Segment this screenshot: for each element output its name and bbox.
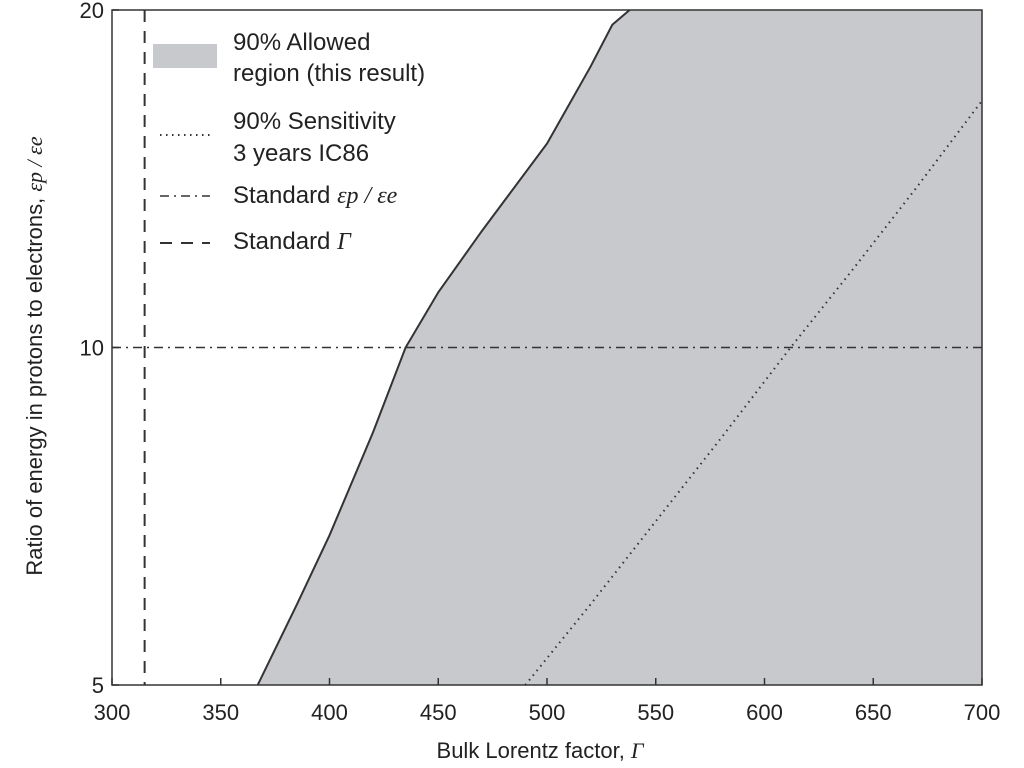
allowed-region-boundary bbox=[256, 9, 631, 686]
x-axis: 300 350 400 450 500 550 600 650 700 bbox=[94, 678, 1001, 725]
y-axis-title: Ratio of energy in protons to electrons,… bbox=[22, 136, 47, 575]
y-tick-label: 20 bbox=[80, 0, 104, 23]
x-tick-label: 400 bbox=[311, 700, 348, 725]
legend-label-standard-ratio: Standard εp / εe bbox=[233, 182, 398, 209]
x-tick-label: 300 bbox=[94, 700, 131, 725]
x-tick-label: 600 bbox=[746, 700, 783, 725]
x-tick-label: 450 bbox=[420, 700, 457, 725]
y-axis: 5 10 20 bbox=[80, 0, 119, 698]
legend: 90% Allowed region (this result) 90% Sen… bbox=[153, 29, 425, 255]
legend-label-standard-gamma: Standard Γ bbox=[233, 228, 352, 255]
x-tick-label: 550 bbox=[637, 700, 674, 725]
x-axis-title: Bulk Lorentz factor, Γ bbox=[437, 738, 645, 763]
x-tick-label: 500 bbox=[529, 700, 566, 725]
legend-label-allowed-region: 90% Allowed region (this result) bbox=[233, 29, 425, 87]
legend-label-sensitivity: 90% Sensitivity 3 years IC86 bbox=[233, 108, 402, 167]
x-tick-label: 350 bbox=[202, 700, 239, 725]
y-tick-label: 5 bbox=[92, 673, 104, 698]
x-tick-label: 700 bbox=[964, 700, 1001, 725]
sensitivity-line bbox=[524, 100, 983, 686]
legend-swatch-allowed-region bbox=[153, 44, 217, 68]
x-tick-label: 650 bbox=[855, 700, 892, 725]
y-tick-label: 10 bbox=[80, 336, 104, 361]
